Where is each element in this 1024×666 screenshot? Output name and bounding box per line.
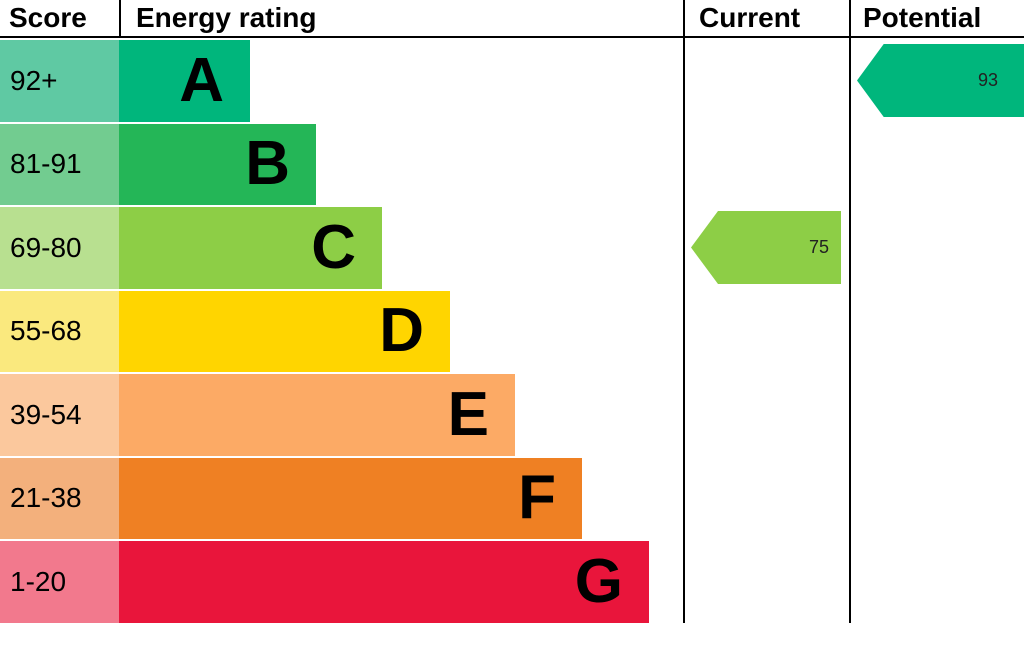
- band-letter-g: G: [574, 546, 623, 616]
- header-energy-rating-label: Energy rating: [136, 2, 317, 33]
- potential-value: 93: [977, 70, 998, 90]
- score-range-label: 21-38: [0, 457, 119, 539]
- potential-column-divider: [849, 0, 851, 623]
- score-range-label: 55-68: [0, 290, 119, 372]
- header-score-label: Score: [9, 2, 87, 33]
- band-bar-e: E: [119, 374, 515, 456]
- band-row-f: 21-38 F: [0, 457, 683, 539]
- band-bar-d: D: [119, 290, 450, 372]
- band-row-g: 1-20 G: [0, 541, 683, 623]
- score-range-label: 1-20: [0, 541, 119, 623]
- band-bar-a: A: [119, 40, 250, 122]
- band-row-a: 92+ A: [0, 40, 683, 122]
- band-bar-b: B: [119, 123, 316, 205]
- current-arrow: 75: [691, 211, 841, 284]
- score-range-label: 81-91: [0, 123, 119, 205]
- band-row-d: 55-68 D: [0, 290, 683, 372]
- band-bar-c: C: [119, 207, 382, 289]
- band-letter-a: A: [179, 45, 224, 115]
- rating-bands: 92+ A 81-91 B 69-80 C 55-68 D 39-54: [0, 40, 683, 625]
- band-bar-f: F: [119, 457, 582, 539]
- score-range-label: 92+: [0, 40, 119, 122]
- band-row-b: 81-91 B: [0, 123, 683, 205]
- header-potential-label: Potential: [863, 2, 982, 33]
- score-range-label: 39-54: [0, 374, 119, 456]
- score-range-label: 69-80: [0, 207, 119, 289]
- band-letter-d: D: [379, 296, 424, 366]
- band-letter-e: E: [447, 379, 489, 449]
- current-column-divider: [683, 0, 685, 623]
- band-letter-f: F: [518, 463, 556, 533]
- potential-arrow: 93: [857, 44, 1024, 117]
- band-letter-c: C: [311, 212, 356, 282]
- header-current-label: Current: [699, 2, 801, 33]
- score-column-divider: [119, 0, 121, 38]
- current-value: 75: [808, 237, 829, 257]
- band-row-e: 39-54 E: [0, 374, 683, 456]
- band-bar-g: G: [119, 541, 649, 623]
- chart-header: Score Energy rating Current Potential: [0, 0, 1024, 38]
- band-letter-b: B: [245, 129, 290, 199]
- band-row-c: 69-80 C: [0, 207, 683, 289]
